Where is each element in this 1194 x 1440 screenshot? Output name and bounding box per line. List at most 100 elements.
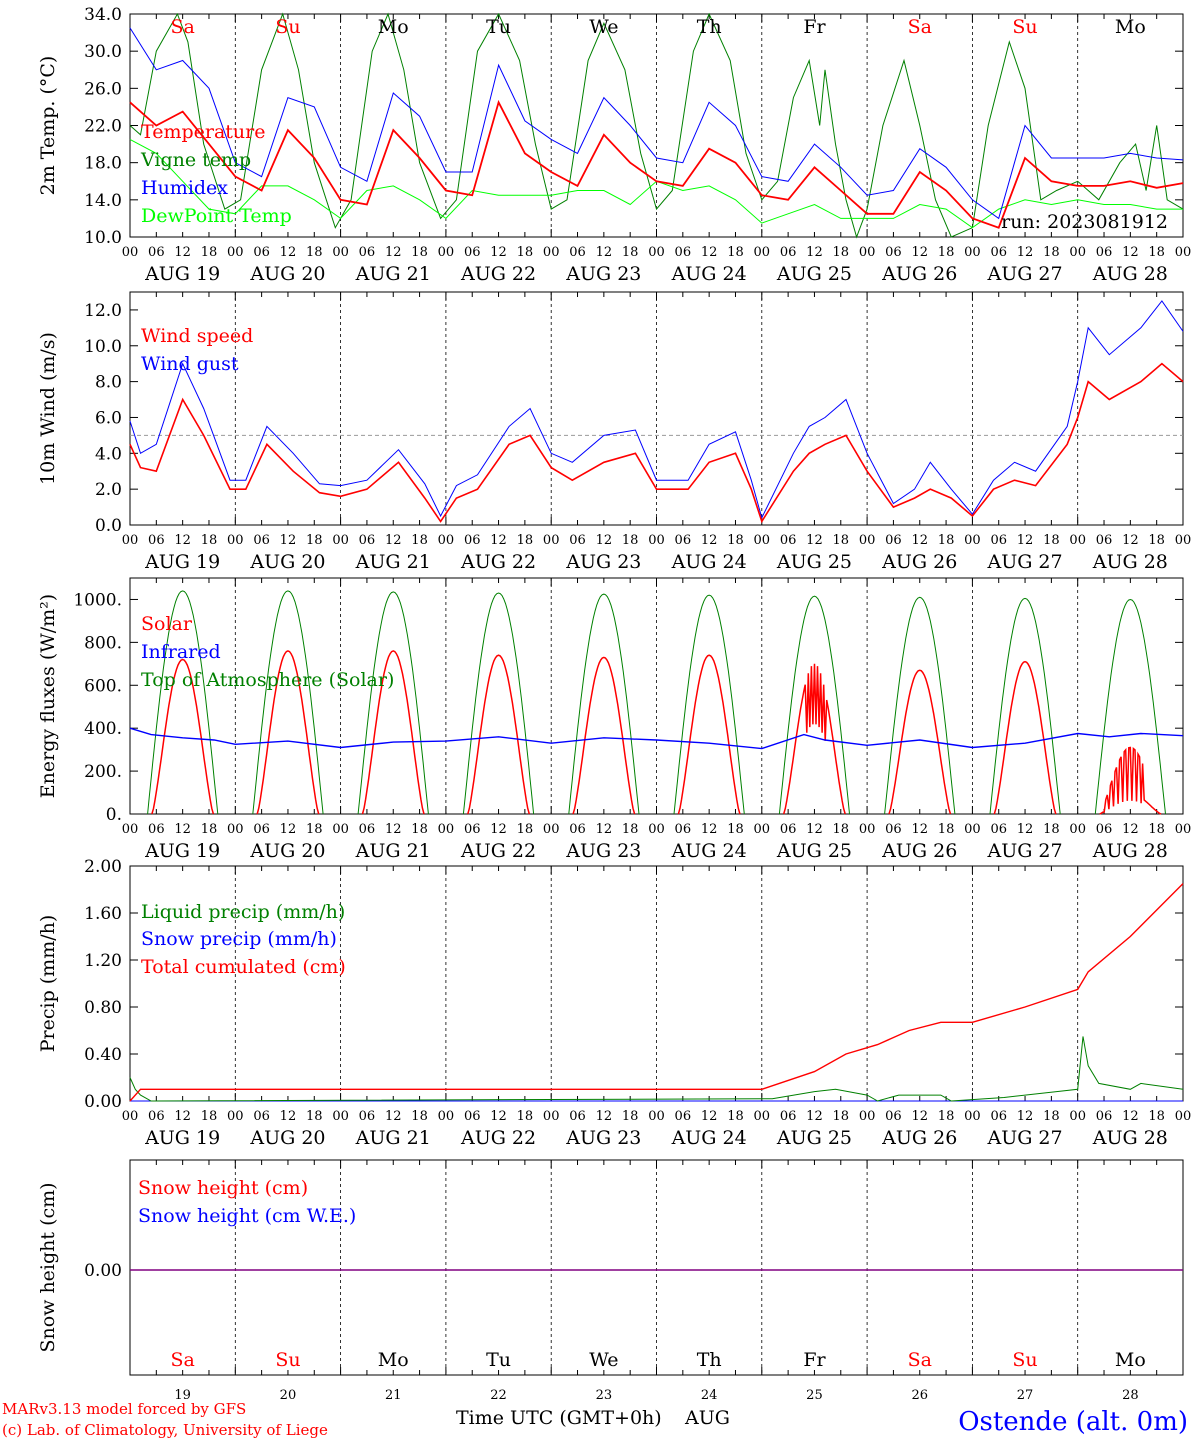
hour-tick-label: 00 (122, 822, 139, 837)
solar-curve (993, 660, 1057, 815)
day-number-label: 23 (596, 1388, 613, 1403)
hour-tick-label: 12 (490, 1109, 507, 1124)
hour-tick-label: 00 (332, 533, 349, 548)
solar-curve (1099, 746, 1162, 815)
hour-tick-label: 12 (806, 533, 823, 548)
hour-tick-label: 18 (833, 533, 850, 548)
hour-tick-label: 12 (911, 533, 928, 548)
hour-tick-label: 00 (754, 822, 771, 837)
y-tick-label: 22.0 (84, 117, 122, 137)
credit-line-1: MARv3.13 model forced by GFS (2, 1400, 246, 1418)
hour-tick-label: 12 (806, 245, 823, 260)
hour-tick-label: 18 (938, 533, 955, 548)
date-label: AUG 27 (986, 840, 1062, 862)
hour-tick-label: 06 (885, 822, 902, 837)
solar-curve (677, 654, 741, 815)
hour-tick-label: 18 (306, 533, 323, 548)
toa-solar-curve (252, 590, 324, 815)
hour-tick-label: 06 (780, 245, 797, 260)
weekday-label: Mo (1115, 1349, 1146, 1371)
series-line-liquid-precip-mm-h- (129, 1036, 1184, 1102)
y-tick-label: 0. (106, 805, 122, 825)
legend-entry: Total cumulated (cm) (141, 956, 346, 978)
hour-tick-label: 12 (806, 1109, 823, 1124)
hour-tick-label: 06 (675, 533, 692, 548)
hour-tick-label: 12 (1122, 1109, 1139, 1124)
y-tick-label: 10.0 (84, 337, 122, 357)
hour-tick-label: 12 (280, 533, 297, 548)
day-number-label: 28 (1122, 1388, 1139, 1403)
weekday-label: Su (275, 16, 300, 38)
y-tick-label: 4.0 (95, 444, 122, 464)
weekday-label: Sa (908, 16, 932, 38)
hour-tick-label: 18 (727, 822, 744, 837)
hour-tick-label: 00 (648, 245, 665, 260)
hour-tick-label: 18 (833, 1109, 850, 1124)
y-tick-label: 800. (84, 633, 122, 653)
hour-tick-label: 12 (385, 245, 402, 260)
hour-tick-label: 00 (859, 533, 876, 548)
hour-tick-label: 12 (911, 1109, 928, 1124)
hour-tick-label: 06 (253, 245, 270, 260)
hour-tick-label: 00 (438, 1109, 455, 1124)
y-tick-label: 0.0 (95, 516, 122, 536)
weekday-label: We (589, 16, 618, 38)
y-tick-label: 0.00 (84, 1092, 122, 1112)
toa-solar-curve (1094, 598, 1166, 815)
hour-tick-label: 06 (780, 1109, 797, 1124)
hour-tick-label: 18 (1148, 1109, 1165, 1124)
date-label: AUG 20 (249, 551, 325, 573)
weekday-label: Su (1012, 16, 1037, 38)
date-label: AUG 23 (565, 551, 641, 573)
hour-tick-label: 12 (1122, 245, 1139, 260)
weekday-label: Mo (1115, 16, 1146, 38)
date-label: AUG 21 (355, 840, 431, 862)
hour-tick-label: 06 (990, 533, 1007, 548)
hour-tick-label: 18 (411, 1109, 428, 1124)
solar-curve (888, 669, 952, 815)
weekday-label: Sa (908, 1349, 932, 1371)
hour-tick-label: 00 (859, 822, 876, 837)
hour-tick-label: 00 (1069, 1109, 1086, 1124)
date-label: AUG 19 (144, 1127, 220, 1149)
solar-curve (467, 654, 531, 815)
hour-tick-label: 12 (596, 822, 613, 837)
run-label: run: 2023081912 (1001, 211, 1168, 233)
legend-entry: Infrared (141, 641, 221, 663)
y-tick-label: 0.00 (84, 1261, 122, 1281)
weekday-label: Mo (378, 16, 409, 38)
hour-tick-label: 18 (1148, 245, 1165, 260)
hour-tick-label: 00 (122, 533, 139, 548)
hour-tick-label: 00 (859, 1109, 876, 1124)
hour-tick-label: 00 (964, 822, 981, 837)
hour-tick-label: 00 (438, 245, 455, 260)
date-label: AUG 22 (460, 1127, 536, 1149)
hour-tick-label: 00 (648, 822, 665, 837)
y-tick-label: 34.0 (84, 5, 122, 25)
series-line-vigne-temp (129, 12, 1184, 239)
weekday-label: Tu (486, 1349, 511, 1371)
date-label: AUG 26 (881, 263, 957, 285)
hour-tick-label: 18 (411, 822, 428, 837)
credit-line-2: (c) Lab. of Climatology, University of L… (2, 1421, 328, 1439)
hour-tick-label: 00 (964, 1109, 981, 1124)
date-label: AUG 19 (144, 551, 220, 573)
date-label: AUG 24 (671, 263, 747, 285)
hour-tick-label: 18 (306, 822, 323, 837)
y-tick-label: 2.00 (84, 857, 122, 877)
solar-curve (782, 663, 846, 815)
hour-tick-label: 00 (754, 245, 771, 260)
hour-tick-label: 06 (148, 533, 165, 548)
date-label: AUG 25 (776, 551, 852, 573)
hour-tick-label: 00 (122, 245, 139, 260)
hour-tick-label: 00 (1069, 245, 1086, 260)
hour-tick-label: 18 (306, 1109, 323, 1124)
hour-tick-label: 06 (569, 533, 586, 548)
hour-tick-label: 06 (1096, 822, 1113, 837)
hour-tick-label: 12 (385, 533, 402, 548)
hour-tick-label: 12 (596, 1109, 613, 1124)
hour-tick-label: 12 (596, 533, 613, 548)
hour-tick-label: 18 (727, 533, 744, 548)
legend-entry: Snow height (cm) (138, 1177, 308, 1199)
hour-tick-label: 12 (280, 822, 297, 837)
